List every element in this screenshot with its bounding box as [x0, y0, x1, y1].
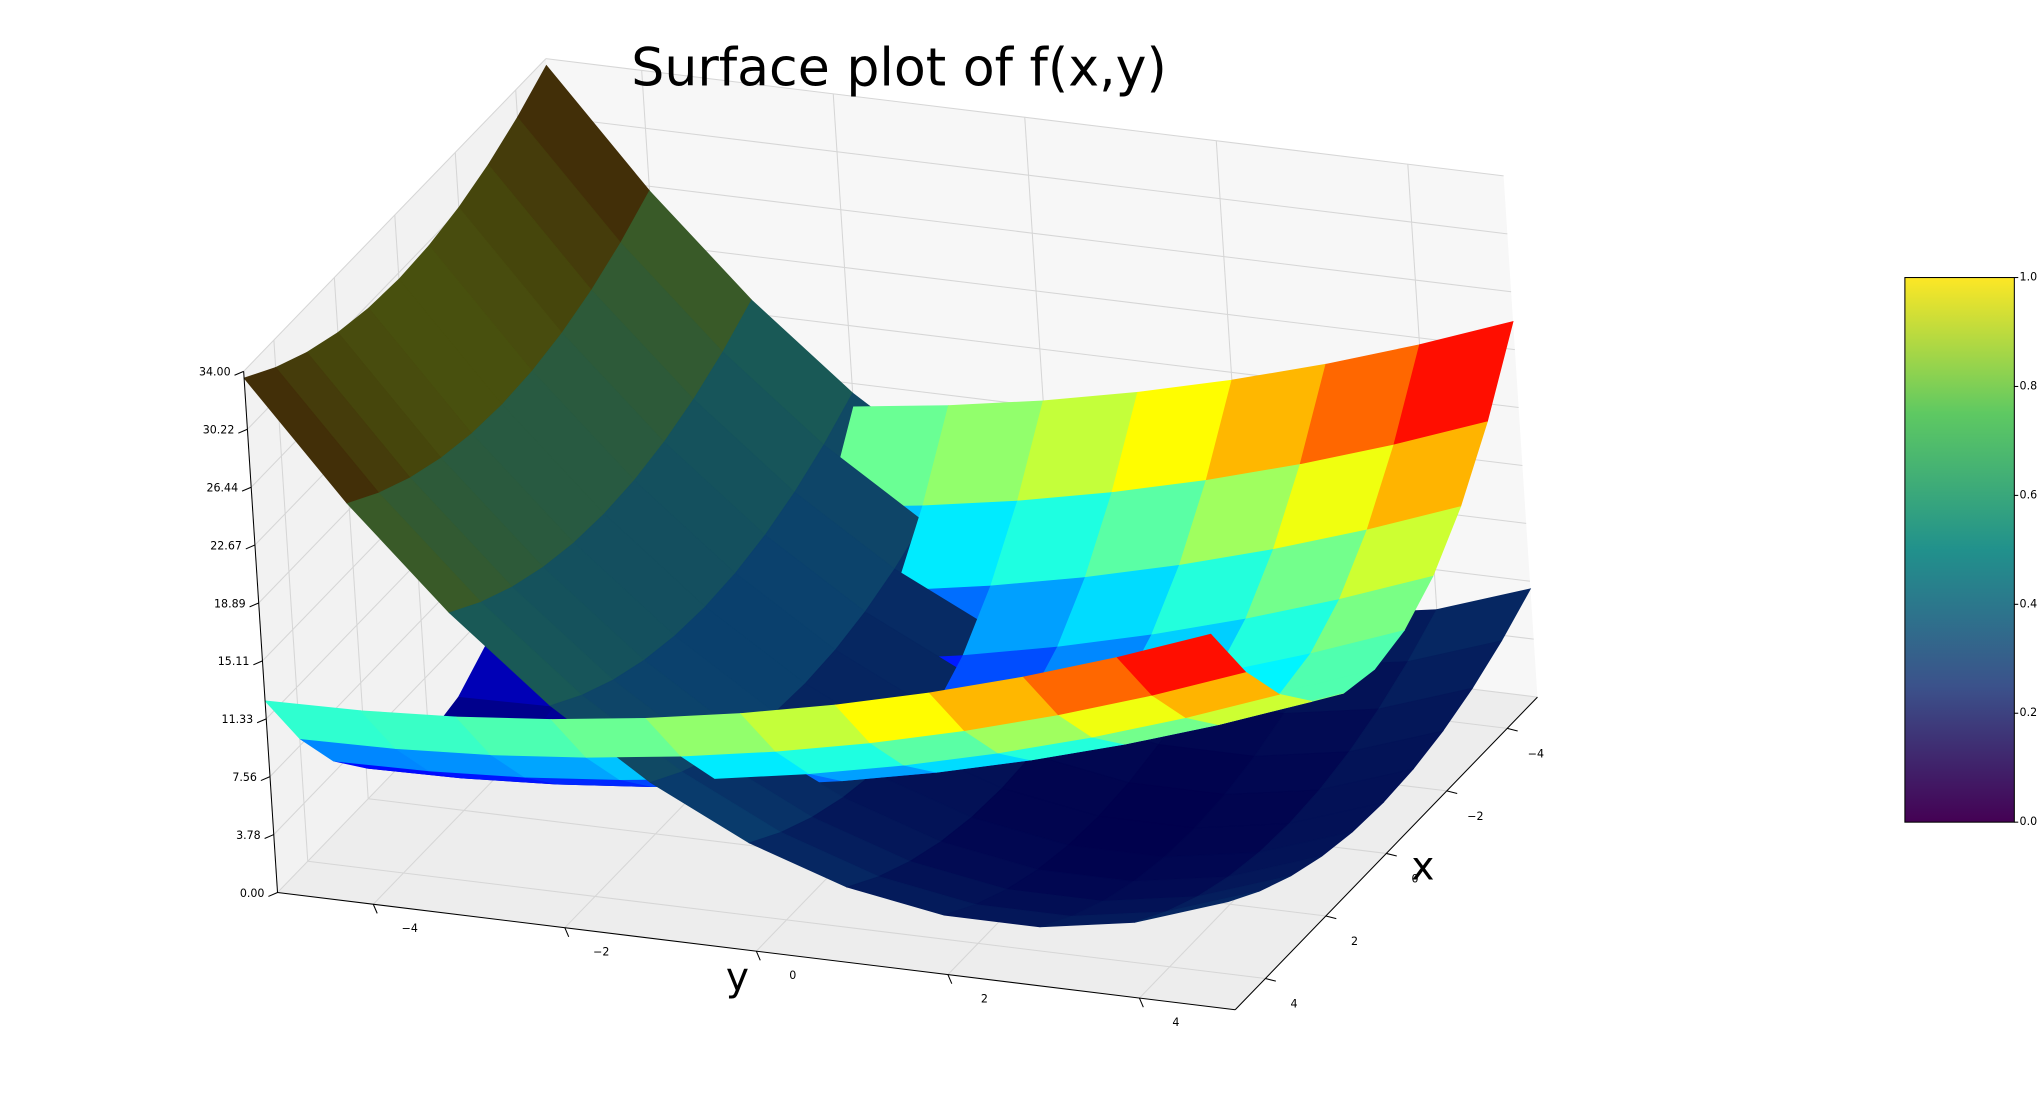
x-tick-label: 2 [1351, 935, 1358, 948]
z-tick [268, 892, 278, 897]
z-tick [245, 544, 256, 550]
grid-line [545, 58, 1504, 177]
z-axis [243, 371, 279, 893]
z-tick-label: 0.00 [240, 887, 265, 900]
colorbar-tick-label: 0.4 [2020, 597, 2038, 610]
colorbar-tick-label: 1.0 [2020, 271, 2038, 284]
z-tick-label: 15.11 [218, 655, 250, 668]
z-tick-label: 11.33 [222, 713, 254, 726]
z-tick [234, 370, 244, 376]
x-tick [1325, 915, 1337, 920]
grid-line [553, 174, 1512, 293]
colorbar-tick-label: 0.6 [2020, 488, 2038, 501]
z-tick [264, 834, 274, 839]
surface [243, 64, 1532, 928]
z-tick [238, 428, 248, 434]
chart-title: Surface plot of f(x,y) [631, 39, 1167, 99]
x-tick-label: 0 [1411, 872, 1418, 885]
y-tick-label: 4 [1172, 1016, 1179, 1029]
grid-line [549, 116, 1508, 235]
colorbar-tick-label: 0.8 [2020, 379, 2038, 392]
axes: −4 −2 0 2 4 −4 −2 0 2 4 0.00 3.78 7.56 11.33 15.11 18.8… [199, 366, 1544, 1029]
surface-cell [1116, 633, 1247, 696]
z-tick-label: 18.89 [214, 597, 246, 610]
y-tick-label: −2 [593, 945, 609, 958]
y-tick-label: 2 [981, 992, 988, 1005]
z-tick [241, 486, 252, 492]
y-tick [755, 950, 761, 961]
colorbar-tick-label: 0.2 [2020, 706, 2038, 719]
z-tick-label: 3.78 [236, 829, 261, 842]
y-axis [277, 892, 1236, 1011]
z-tick-label: 7.56 [232, 771, 257, 784]
z-tick [260, 776, 271, 782]
z-tick [249, 602, 259, 608]
x-axis [1234, 696, 1538, 1011]
grid-line [243, 58, 547, 372]
y-tick [564, 927, 570, 938]
z-tick [253, 660, 263, 666]
colorbar [1904, 277, 2015, 823]
y-tick [1138, 997, 1144, 1008]
grid-line [557, 231, 1515, 351]
x-tick-label: −2 [1467, 810, 1483, 823]
z-tick-label: 30.22 [203, 424, 235, 437]
y-tick-label: −4 [402, 922, 418, 935]
x-tick [1386, 852, 1397, 857]
x-tick [1446, 790, 1458, 795]
x-axis-label: x [1411, 845, 1434, 890]
y-tick [947, 974, 953, 984]
colorbar-tick-label: 0.0 [2020, 815, 2038, 828]
x-tick [1507, 727, 1518, 732]
x-tick-label: −4 [1528, 747, 1544, 760]
grid-line [273, 340, 309, 862]
z-tick-label: 22.67 [210, 539, 242, 552]
z-tick-label: 34.00 [199, 366, 231, 379]
y-tick [372, 904, 378, 914]
x-tick [1265, 978, 1276, 982]
z-tick [256, 718, 267, 724]
y-axis-label: y [726, 955, 749, 1000]
surface-cell [1134, 890, 1260, 923]
y-tick-label: 0 [789, 969, 796, 982]
x-tick-label: 4 [1291, 998, 1298, 1011]
z-tick-label: 26.44 [206, 482, 238, 495]
